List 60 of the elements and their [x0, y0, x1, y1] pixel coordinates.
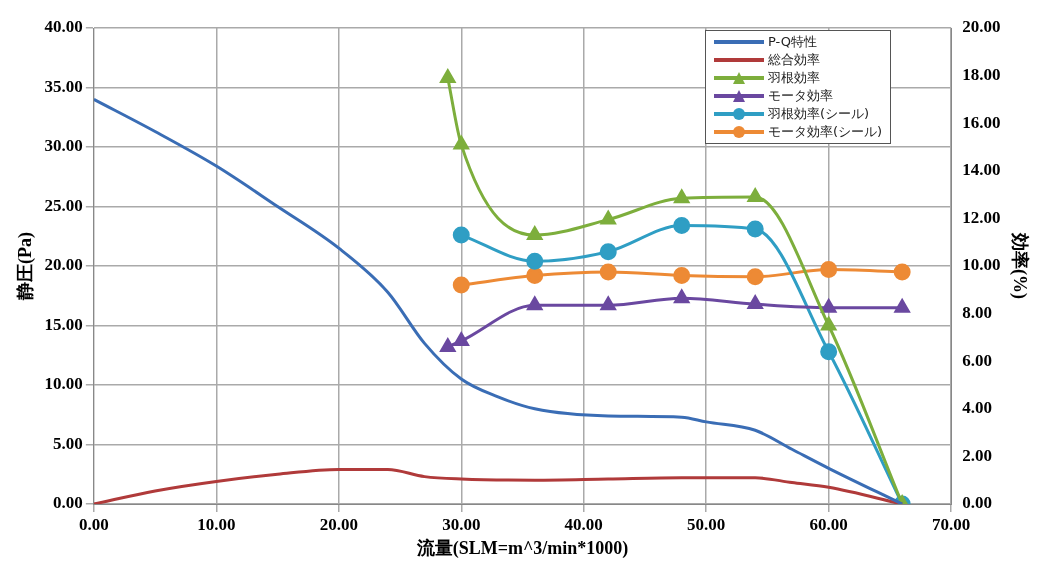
point [440, 338, 456, 352]
y-tick-label: 20.00 [44, 255, 83, 275]
legend-label: モータ効率(シール) [768, 123, 883, 141]
point [673, 267, 691, 285]
point [746, 220, 764, 238]
point [746, 268, 764, 286]
x-tick-label: 20.00 [319, 514, 358, 534]
point [747, 295, 763, 310]
y2-tick-label: 12.00 [962, 207, 1001, 227]
y2-tick-label: 14.00 [962, 160, 1001, 180]
point [599, 243, 617, 261]
y2-tick-label: 6.00 [962, 350, 992, 370]
y-tick-label: 15.00 [44, 314, 83, 334]
y-tick-label: 40.00 [44, 17, 83, 37]
legend-label: 羽根効率 [768, 69, 820, 87]
x-tick-label: 10.00 [197, 514, 236, 534]
x-tick-label: 0.00 [78, 514, 109, 534]
point [453, 332, 469, 346]
point [894, 299, 910, 313]
y2-tick-label: 2.00 [962, 445, 992, 465]
point [526, 267, 544, 285]
x-tick-label: 40.00 [564, 514, 603, 534]
y2-tick-label: 18.00 [962, 64, 1001, 84]
y2-tick-label: 20.00 [962, 17, 1001, 37]
point [452, 276, 470, 294]
x-tick-label: 30.00 [442, 514, 481, 534]
point [452, 226, 470, 244]
y2-tick-label: 0.00 [962, 493, 992, 513]
x-axis-title: 流量(SLM=m^3/min*1000) [415, 537, 629, 559]
y2-tick-label: 8.00 [962, 302, 992, 322]
y2-tick-label: 10.00 [962, 255, 1001, 275]
y-tick-label: 25.00 [44, 195, 83, 215]
point [821, 317, 837, 331]
x-tick-label: 60.00 [809, 514, 848, 534]
y-tick-label: 10.00 [44, 374, 83, 394]
point [673, 217, 691, 235]
y2-axis-title: 効率(%) [1008, 232, 1030, 299]
x-tick-label: 50.00 [687, 514, 726, 534]
y2-tick-label: 4.00 [962, 398, 992, 418]
point [674, 289, 690, 304]
point [600, 296, 616, 311]
legend-label: 羽根効率(シール) [768, 105, 870, 123]
point [599, 263, 617, 281]
point [600, 211, 616, 225]
y-axis-title: 静圧(Pa) [15, 232, 37, 301]
y2-tick-label: 16.00 [962, 112, 1001, 132]
point [526, 252, 544, 270]
y-tick-label: 30.00 [44, 136, 83, 156]
point [821, 299, 837, 313]
x-tick-label: 70.00 [932, 514, 971, 534]
legend-label: モータ効率 [768, 87, 833, 105]
legend-label: P-Q特性 [768, 33, 817, 51]
y-tick-label: 0.00 [53, 493, 83, 513]
point [527, 296, 543, 311]
y-tick-label: 5.00 [53, 433, 83, 453]
legend-label: 総合効率 [768, 51, 820, 69]
point [820, 261, 838, 279]
y-tick-label: 35.00 [44, 76, 83, 96]
point [527, 226, 543, 241]
point [893, 263, 911, 281]
